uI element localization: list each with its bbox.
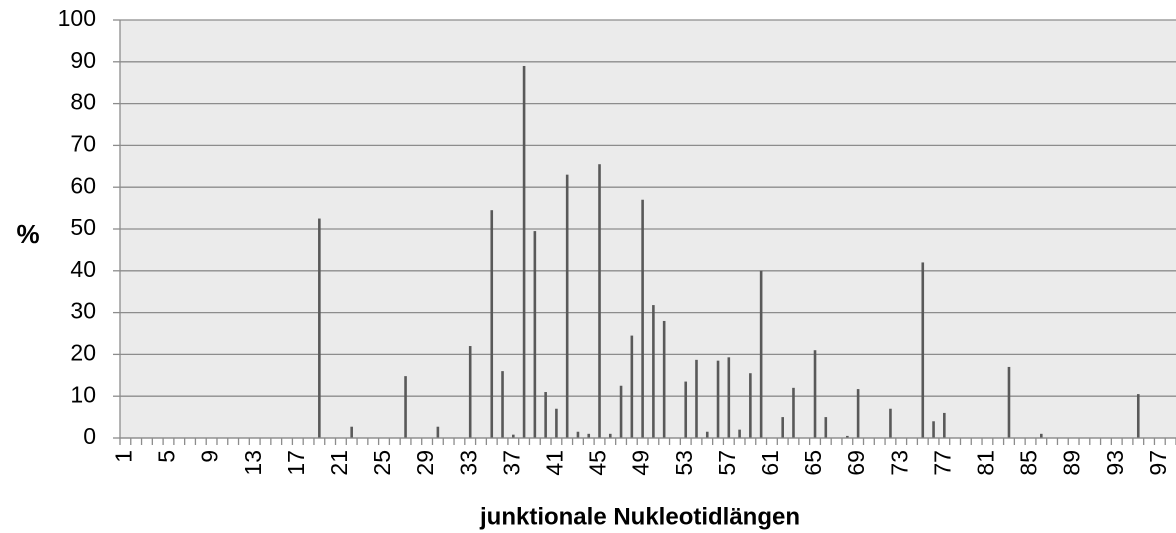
bar: [490, 210, 494, 438]
bar: [404, 376, 407, 438]
x-tick-label: 61: [757, 450, 783, 476]
x-tick-label: 49: [628, 450, 654, 476]
bar: [889, 408, 892, 438]
y-tick-label: 100: [58, 5, 96, 31]
x-tick-label: 29: [412, 450, 438, 476]
y-tick-label: 20: [70, 339, 96, 365]
bar: [641, 199, 644, 438]
bar: [824, 417, 828, 438]
bar: [544, 392, 547, 438]
bar: [856, 389, 860, 438]
bar: [652, 305, 655, 438]
bar: [522, 65, 526, 438]
x-tick-label: 85: [1016, 450, 1042, 476]
y-tick-label: 60: [70, 172, 96, 198]
x-tick-label: 33: [455, 450, 481, 476]
x-tick-label: 17: [283, 450, 309, 476]
bar: [738, 429, 741, 438]
bar: [350, 426, 353, 438]
bar: [619, 385, 623, 438]
y-tick-label: 80: [70, 89, 96, 115]
x-axis-title: junktionale Nukleotidlängen: [479, 503, 800, 530]
y-tick-label: 90: [70, 47, 96, 73]
x-tick-label: 25: [369, 450, 395, 476]
bar: [436, 426, 440, 438]
x-tick-label: 65: [800, 450, 826, 476]
x-tick-label: 37: [498, 450, 524, 476]
y-tick-label: 70: [70, 130, 96, 156]
bar: [608, 433, 612, 438]
y-tick-label: 50: [70, 214, 96, 240]
bar: [587, 433, 591, 438]
x-tick-label: 53: [671, 450, 697, 476]
bar: [695, 359, 698, 438]
bar: [630, 335, 634, 438]
x-tick-label: 97: [1145, 450, 1171, 476]
bar: [932, 421, 935, 438]
x-tick-label: 89: [1059, 450, 1085, 476]
bar: [1007, 366, 1011, 438]
bar: [468, 346, 472, 438]
bar: [318, 218, 321, 438]
x-tick-label: 1: [110, 450, 136, 463]
bar: [555, 408, 558, 438]
x-tick-label: 69: [843, 450, 869, 476]
y-tick-label: 10: [70, 381, 96, 407]
x-tick-label: 81: [973, 450, 999, 476]
x-tick-label: 93: [1102, 450, 1128, 476]
x-tick-label: 41: [541, 450, 567, 476]
bar: [512, 434, 515, 438]
y-tick-label: 30: [70, 298, 96, 324]
bar: [759, 270, 763, 438]
bar: [565, 174, 569, 438]
x-tick-label: 9: [197, 450, 223, 463]
x-tick-label: 21: [326, 450, 352, 476]
y-axis-title: %: [16, 219, 39, 249]
x-tick-label: 77: [929, 450, 955, 476]
bar: [1136, 394, 1140, 438]
bar: [943, 412, 946, 438]
bar: [684, 381, 688, 438]
bar: [576, 431, 580, 438]
bar: [662, 320, 666, 438]
y-tick-label: 0: [83, 423, 96, 449]
bar: [921, 262, 925, 438]
x-tick-label: 13: [240, 450, 266, 476]
bar: [846, 435, 849, 438]
bar: [1040, 433, 1043, 438]
y-tick-label: 40: [70, 256, 96, 282]
bar: [727, 357, 731, 438]
bar: [501, 371, 504, 438]
bar: [705, 431, 709, 438]
x-tick-label: 5: [154, 450, 180, 463]
x-tick-label: 73: [886, 450, 912, 476]
bar: [716, 360, 720, 438]
bar: [598, 164, 601, 438]
x-tick-label: 57: [714, 450, 740, 476]
bar: [749, 373, 752, 438]
bar: [813, 350, 817, 438]
bar: [533, 231, 537, 438]
x-tick-label: 45: [585, 450, 611, 476]
bar: [781, 417, 784, 438]
bar: [792, 387, 795, 438]
